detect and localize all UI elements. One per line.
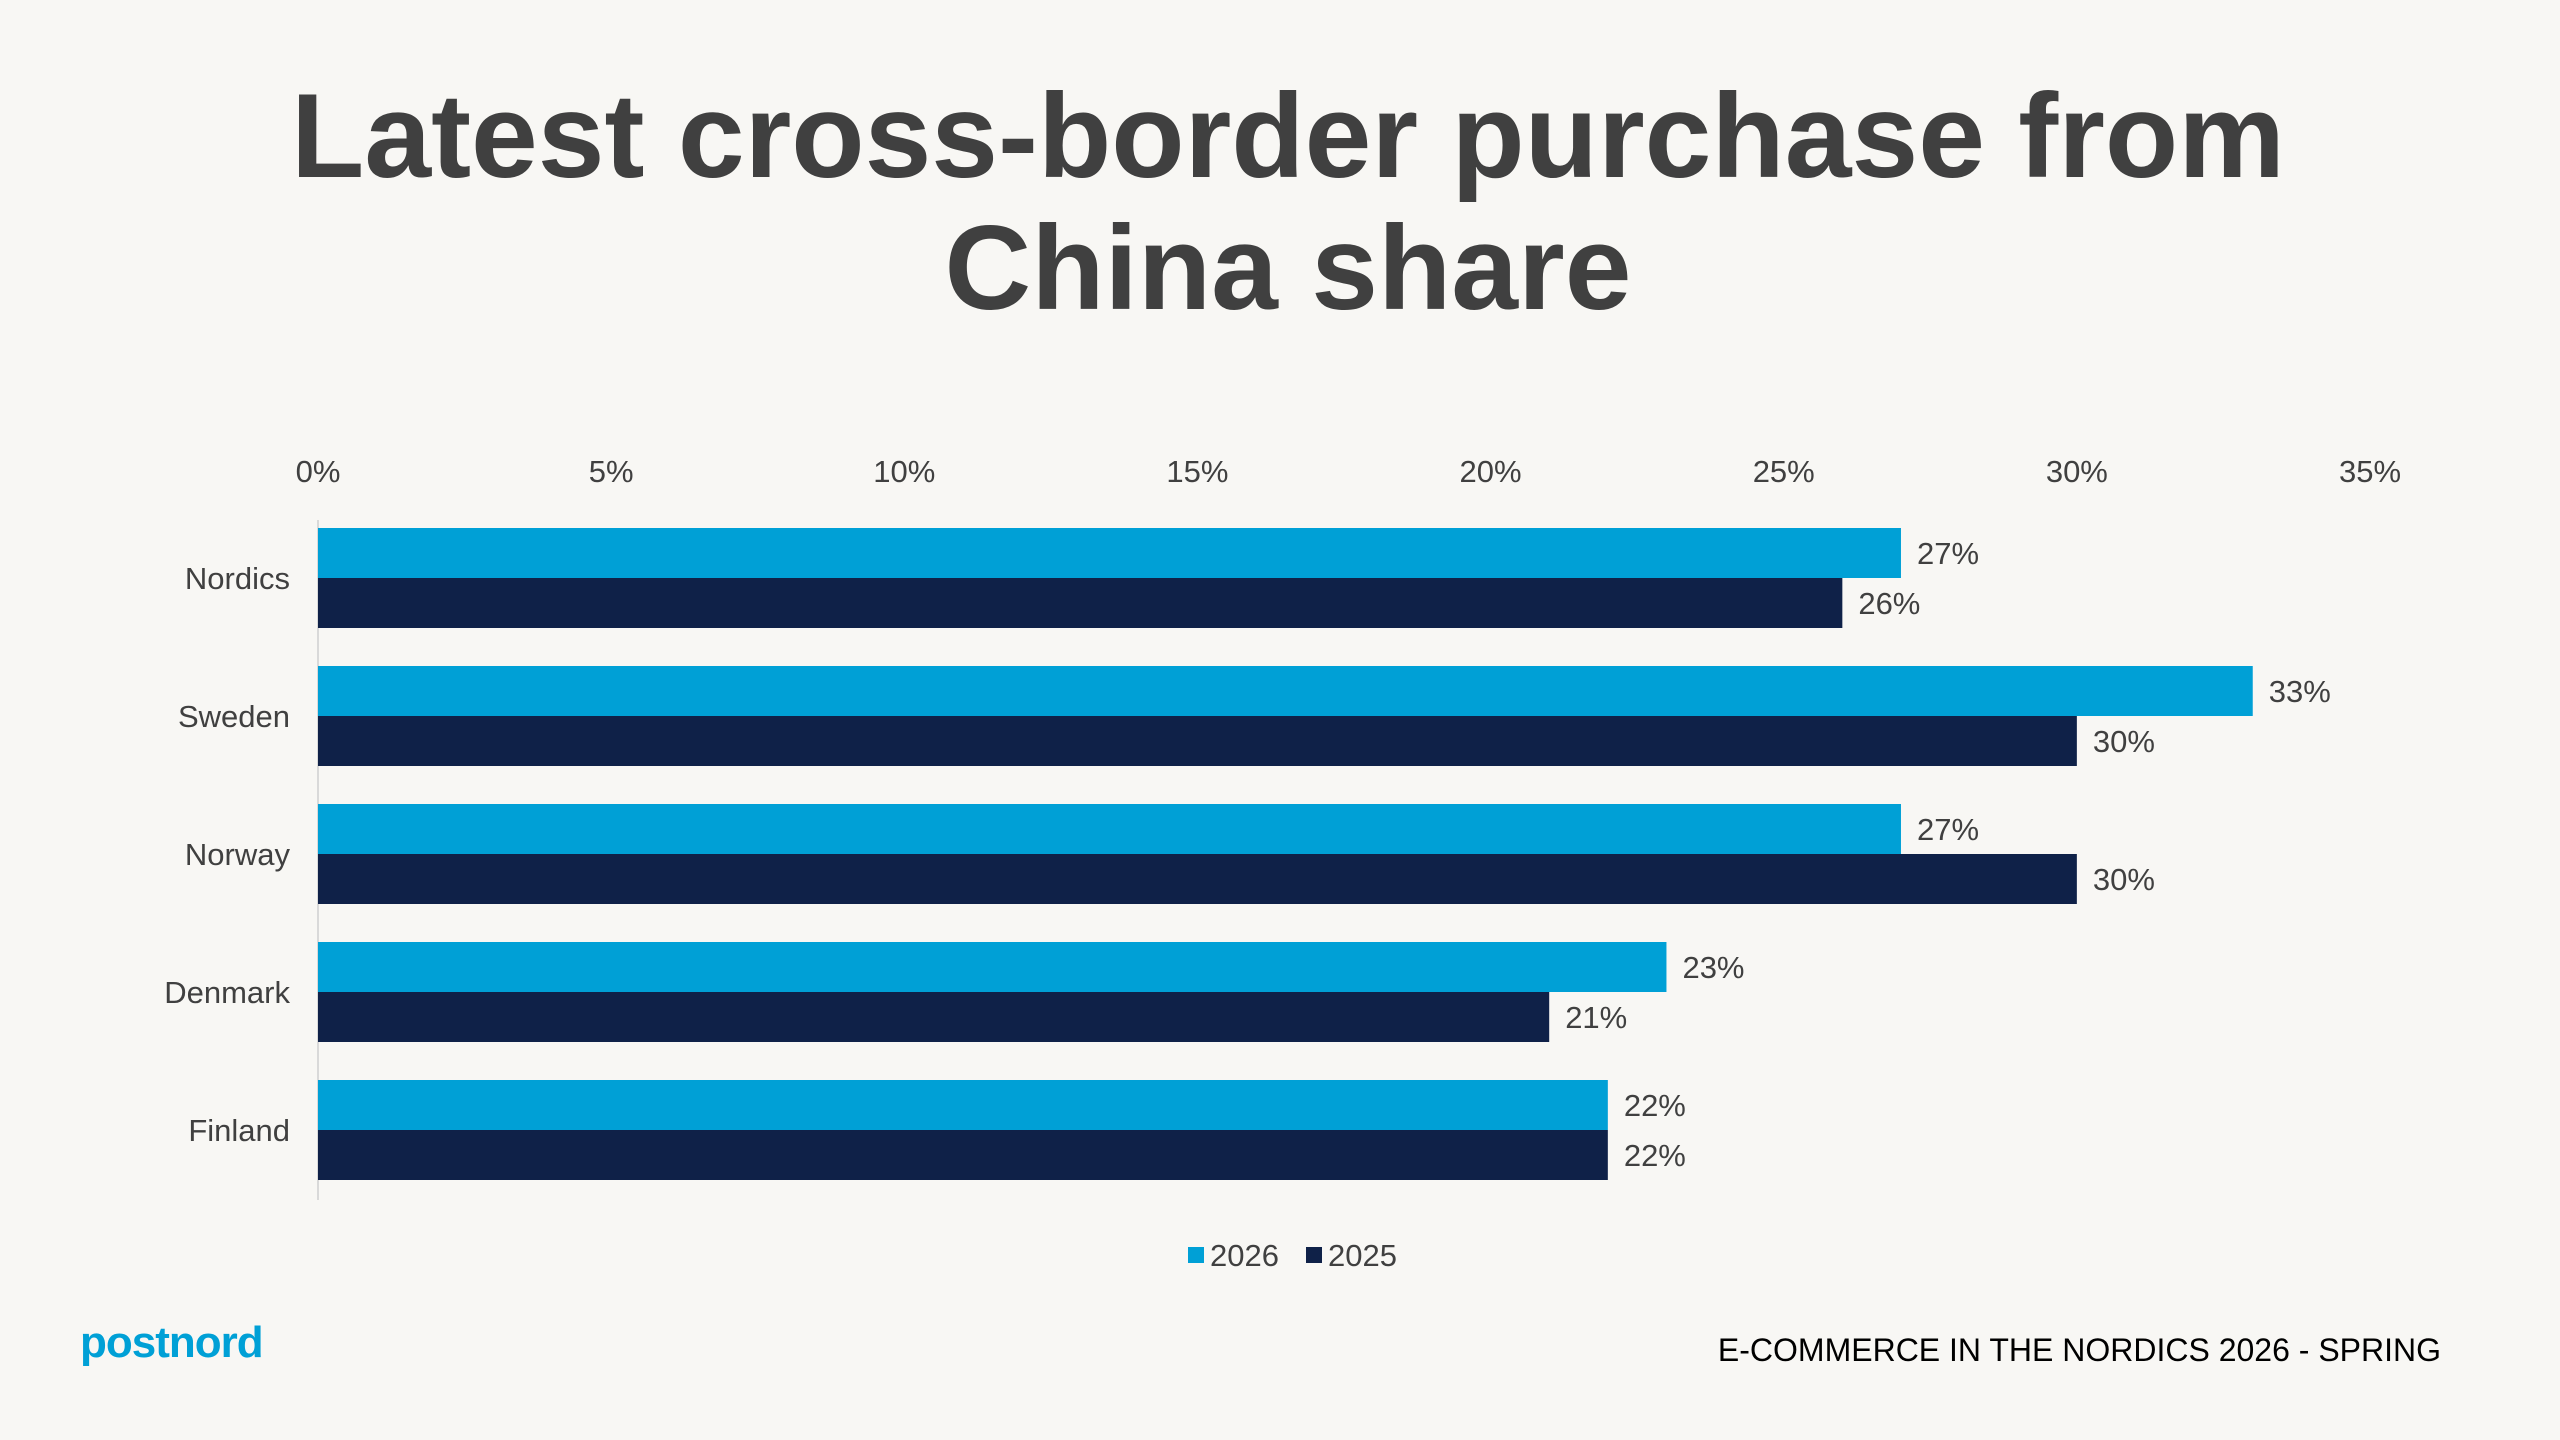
bar-2025 [318, 716, 2077, 766]
data-label: 30% [2093, 862, 2155, 897]
bar-2025 [318, 854, 2077, 904]
bar-2025 [318, 992, 1550, 1042]
category-label: Nordics [185, 561, 290, 596]
legend-label: 2026 [1210, 1238, 1279, 1273]
x-tick-label: 30% [2046, 454, 2108, 489]
x-tick-label: 25% [1753, 454, 1815, 489]
x-tick-label: 0% [296, 454, 341, 489]
data-label: 22% [1624, 1138, 1686, 1173]
data-label: 22% [1624, 1088, 1686, 1123]
title-line-2: China share [944, 201, 1632, 335]
bar-2026 [318, 942, 1667, 992]
data-label: 26% [1858, 586, 1920, 621]
category-label: Sweden [178, 699, 290, 734]
data-label: 27% [1917, 536, 1979, 571]
bar-2026 [318, 804, 1901, 854]
bar-2026 [318, 666, 2253, 716]
footer-text: E-COMMERCE IN THE NORDICS 2026 - SPRING [1717, 1332, 2441, 1368]
bar-2026 [318, 1080, 1608, 1130]
x-tick-label: 20% [1460, 454, 1522, 489]
bar-2026 [318, 528, 1901, 578]
x-tick-label: 10% [873, 454, 935, 489]
data-label: 27% [1917, 812, 1979, 847]
category-label: Norway [185, 837, 291, 872]
data-label: 21% [1565, 1000, 1627, 1035]
bar-2025 [318, 578, 1843, 628]
data-label: 30% [2093, 724, 2155, 759]
legend-label: 2025 [1328, 1238, 1397, 1273]
legend-swatch-2025 [1306, 1247, 1322, 1263]
data-label: 33% [2269, 674, 2331, 709]
category-label: Finland [188, 1113, 290, 1148]
category-label: Denmark [164, 975, 290, 1010]
x-tick-label: 15% [1166, 454, 1228, 489]
bar-2025 [318, 1130, 1608, 1180]
x-tick-label: 5% [589, 454, 634, 489]
page-title: Latest cross-border purchase from China … [0, 70, 2560, 334]
postnord-logo: postnord [80, 1318, 264, 1367]
legend-swatch-2026 [1188, 1247, 1204, 1263]
title-line-1: Latest cross-border purchase from [291, 69, 2285, 203]
x-tick-label: 35% [2339, 454, 2401, 489]
data-label: 23% [1682, 950, 1744, 985]
